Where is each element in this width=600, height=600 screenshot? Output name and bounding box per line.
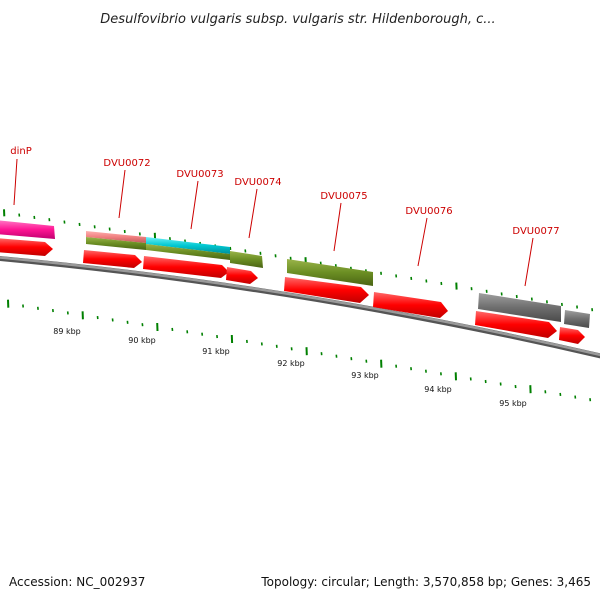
cds-arrow-dvu0078[interactable]: [559, 327, 585, 344]
gene-label[interactable]: DVU0077: [512, 226, 559, 237]
feature-track-upper: [0, 220, 590, 328]
dvu0072-salmon-bar[interactable]: [86, 231, 146, 243]
cds-arrow-dvu0075[interactable]: [284, 277, 369, 303]
gene-label-pointers: [13, 158, 534, 287]
dvu0072-olive-bar[interactable]: [86, 237, 146, 250]
dvu0075-olive-bar[interactable]: [287, 259, 373, 286]
gene-label[interactable]: dinP: [10, 146, 32, 157]
dvu0078-gray-bar[interactable]: [564, 310, 590, 328]
genome-summary-text: Topology: circular; Length: 3,570,858 bp…: [260, 575, 591, 589]
kbp-label: 94 kbp: [424, 385, 452, 394]
cds-arrow-dvu0072[interactable]: [83, 250, 142, 268]
cds-arrow-dvu0074[interactable]: [226, 267, 258, 284]
dvu0073-olive-bar[interactable]: [146, 244, 230, 260]
dvu0077-gray-bar[interactable]: [478, 293, 561, 322]
dinp-feature-bar[interactable]: [0, 220, 55, 239]
kbp-label: 89 kbp: [53, 327, 81, 336]
gene-label[interactable]: DVU0075: [320, 191, 367, 202]
cds-arrow-dvu0073[interactable]: [143, 256, 229, 278]
kbp-labels: 89 kbp 90 kbp 91 kbp 92 kbp 93 kbp 94 kb…: [53, 327, 527, 408]
kbp-label: 90 kbp: [128, 336, 156, 345]
cds-arrow-dinp[interactable]: [0, 238, 53, 256]
gene-label[interactable]: DVU0076: [405, 206, 452, 217]
kbp-label: 95 kbp: [499, 399, 527, 408]
cds-arrow-dvu0077[interactable]: [475, 311, 557, 338]
gene-label[interactable]: DVU0073: [176, 169, 223, 180]
kbp-label: 93 kbp: [351, 371, 379, 380]
accession-text: Accession: NC_002937: [9, 575, 145, 589]
gene-label[interactable]: DVU0074: [234, 177, 281, 188]
cds-arrow-dvu0076[interactable]: [373, 292, 448, 318]
kbp-label: 92 kbp: [277, 359, 305, 368]
gene-label[interactable]: DVU0072: [103, 158, 150, 169]
map-title: Desulfovibrio vulgaris subsp. vulgaris s…: [100, 12, 495, 27]
dvu0073-teal-bar[interactable]: [146, 237, 230, 254]
cds-track: [0, 238, 585, 344]
gene-labels: dinP DVU0072 DVU0073 DVU0074 DVU0075 DVU…: [10, 146, 559, 237]
lower-tick-track: [7, 299, 592, 402]
dvu0074-olive-bar[interactable]: [230, 251, 263, 268]
kbp-label: 91 kbp: [202, 347, 230, 356]
